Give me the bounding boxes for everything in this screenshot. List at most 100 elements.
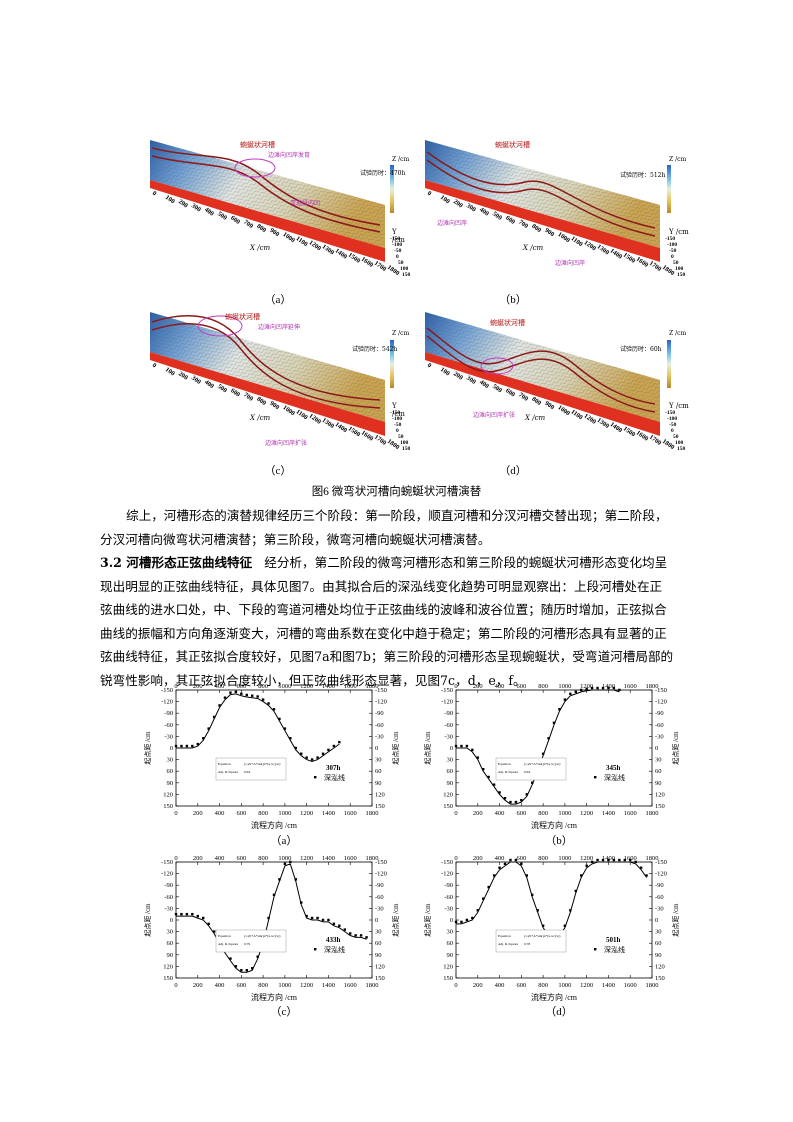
x-tick-label: 600 bbox=[236, 982, 246, 989]
plot-frame bbox=[175, 861, 373, 979]
legend-marker bbox=[594, 948, 597, 951]
data-point bbox=[492, 874, 496, 877]
fig7-chart-d: 0 0 200 200 400 400 600 600 800 800 1000 1000 1200 12… bbox=[420, 850, 690, 1015]
data-point bbox=[498, 866, 501, 869]
y-tick-label: 120 bbox=[443, 963, 453, 970]
y-tick-label: -30 bbox=[164, 733, 173, 740]
y-tick-label: 120 bbox=[375, 963, 385, 970]
x-tick-label: 1000 bbox=[278, 855, 291, 862]
x-tick-label: 0 bbox=[174, 683, 177, 690]
legend-marker bbox=[314, 776, 317, 779]
y-axis-title: 起点距 /cm bbox=[144, 903, 152, 937]
y-tick-label: 120 bbox=[655, 791, 665, 798]
y-tick-label: -120 bbox=[441, 871, 453, 878]
y-tick-label: 30 bbox=[167, 757, 174, 764]
y-tick-label: 50 bbox=[398, 260, 404, 266]
y-tick-label: -60 bbox=[444, 722, 453, 729]
x-tick-label: 600 bbox=[504, 215, 516, 226]
x-tick-label: 200 bbox=[473, 810, 483, 817]
x-tick-label: 1800 bbox=[366, 982, 379, 989]
x-tick-label: 700 bbox=[242, 219, 254, 230]
y-tick-label: -150 bbox=[161, 687, 173, 694]
x-tick-label: 1200 bbox=[580, 855, 593, 862]
x-tick-label: 0 bbox=[174, 810, 177, 817]
x-tick-label: 900 bbox=[268, 227, 280, 238]
terrain-annotation: 边滩向凹岸延伸 bbox=[258, 324, 301, 331]
fit-parameter-table bbox=[215, 929, 287, 953]
x-tick-label: 200 bbox=[193, 810, 203, 817]
data-point bbox=[492, 783, 496, 786]
x-axis-label: X /cm bbox=[250, 414, 271, 422]
y-tick-label: -150 bbox=[375, 687, 387, 694]
table-cell: y=y0+A*sin(pi*(x-xc)/w) bbox=[524, 934, 561, 938]
data-point bbox=[202, 737, 205, 740]
data-point bbox=[552, 721, 556, 724]
y-tick-label: 150 bbox=[402, 272, 410, 278]
terrain-title: 蜿蜒状河槽 bbox=[495, 141, 530, 149]
x-tick-label: 1800 bbox=[366, 683, 379, 690]
terrain-title: 蜿蜒状河槽 bbox=[225, 313, 260, 321]
x-tick-label: 500 bbox=[491, 210, 503, 221]
data-point bbox=[580, 688, 583, 692]
data-point bbox=[332, 744, 336, 748]
y-tick-label: 0 bbox=[170, 745, 173, 752]
z-axis-label: Z /cm bbox=[669, 330, 687, 337]
data-point bbox=[585, 864, 588, 867]
y-axis-title: 起点距 /cm bbox=[672, 731, 680, 765]
y-tick-label: -50 bbox=[669, 248, 677, 254]
y-tick-label: 90 bbox=[447, 952, 454, 959]
data-point bbox=[487, 885, 490, 889]
x-tick-label: 800 bbox=[530, 223, 542, 234]
data-point bbox=[509, 858, 512, 862]
x-tick-label: 100 bbox=[439, 366, 451, 377]
x-tick-label: 1200 bbox=[300, 810, 313, 817]
data-point bbox=[476, 756, 479, 759]
data-point bbox=[310, 758, 314, 761]
fig6-panel-c: 0 100 200 300 400 500 600 700 800 900 1000 1100 1200… bbox=[140, 300, 411, 460]
terrain-annotation-2: 边滩向凹岸 bbox=[555, 260, 586, 267]
data-point bbox=[180, 744, 183, 748]
text-line: 现出明显的正弦曲线特征，具体见图7。由其拟合后的深泓线变化趋势可明显观察出：上段… bbox=[100, 578, 663, 594]
data-point bbox=[202, 916, 205, 920]
time-label: 试验历时：60h bbox=[620, 346, 662, 353]
data-point bbox=[283, 862, 287, 866]
x-tick-label: 1200 bbox=[580, 683, 593, 690]
y-tick-label: 0 bbox=[396, 428, 399, 434]
data-point bbox=[289, 860, 292, 864]
data-point bbox=[321, 918, 325, 922]
x-tick-label: 300 bbox=[465, 202, 477, 213]
y-tick-label: 150 bbox=[443, 803, 453, 810]
y-tick-label: -120 bbox=[375, 871, 387, 878]
data-point bbox=[558, 708, 561, 711]
y-tick-label: 120 bbox=[163, 963, 173, 970]
x-tick-label: 0 bbox=[454, 855, 457, 862]
text-line: 分汊河槽向微弯状河槽演替；第三阶段，微弯河槽向蜿蜒状河槽演替。 bbox=[100, 531, 491, 547]
y-tick-label: 0 bbox=[396, 254, 399, 260]
x-tick-label: 1400 bbox=[602, 855, 615, 862]
x-tick-label: 500 bbox=[491, 383, 503, 394]
data-point bbox=[590, 860, 594, 864]
data-point bbox=[618, 688, 621, 692]
legend-marker bbox=[314, 948, 317, 951]
x-tick-label: 1000 bbox=[558, 810, 571, 817]
data-point bbox=[261, 698, 265, 701]
x-tick-label: 400 bbox=[478, 206, 490, 217]
legend-label: 深泓线 bbox=[604, 773, 625, 782]
y-tick-label: 100 bbox=[400, 440, 409, 446]
data-point bbox=[454, 744, 458, 748]
figure-6-caption: 图6 微弯状河槽向蜿蜒状河槽演替 bbox=[311, 486, 482, 498]
legend-marker bbox=[594, 776, 597, 779]
x-tick-label: 1700 bbox=[648, 434, 663, 447]
y-tick-label: 30 bbox=[375, 757, 382, 764]
table-cell: 0.79 bbox=[244, 942, 250, 946]
x-axis-label: X /cm bbox=[523, 244, 544, 252]
x-tick-label: 1400 bbox=[602, 683, 615, 690]
x-tick-label: 600 bbox=[229, 387, 241, 398]
data-point bbox=[520, 862, 523, 866]
x-tick-label: 600 bbox=[229, 215, 241, 226]
data-point bbox=[639, 866, 643, 869]
x-tick-label: 400 bbox=[215, 982, 225, 989]
